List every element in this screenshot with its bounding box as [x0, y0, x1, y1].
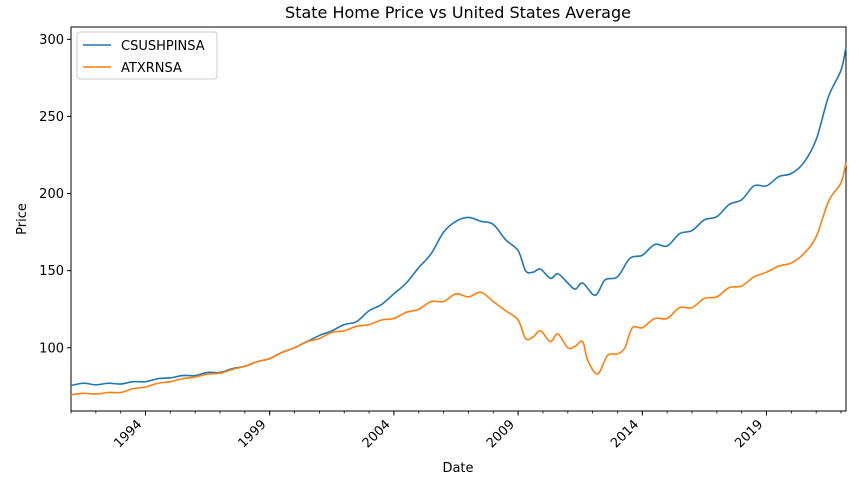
y-tick-label: 150	[39, 264, 64, 279]
legend-label-atxrnsa: ATXRNSA	[121, 61, 182, 76]
y-tick-label: 200	[39, 187, 64, 202]
series-line-csushpinsa	[70, 46, 847, 387]
x-axis-ticks: 1994 1999 2004 2009 2014 2019	[70, 411, 842, 451]
y-tick-label: 300	[39, 33, 64, 48]
legend-box	[76, 31, 218, 80]
x-tick-label: 2009	[484, 417, 518, 451]
y-axis-ticks: 100 150 200 250 300	[39, 33, 71, 356]
legend-label-csushpinsa: CSUSHPINSA	[121, 39, 205, 54]
chart-title: State Home Price vs United States Averag…	[285, 3, 631, 22]
legend: CSUSHPINSA ATXRNSA	[76, 31, 218, 80]
x-axis-label: Date	[442, 461, 473, 476]
x-tick-label: 1999	[236, 417, 270, 451]
x-tick-label: 2014	[608, 417, 642, 451]
y-tick-label: 250	[39, 110, 64, 125]
series-lines	[70, 46, 847, 396]
x-tick-label: 1994	[111, 417, 145, 451]
x-tick-label: 2004	[360, 417, 394, 451]
plot-area	[70, 26, 847, 412]
series-line-atxrnsa	[70, 162, 847, 396]
y-axis-label: Price	[15, 203, 30, 235]
y-tick-label: 100	[39, 341, 64, 356]
x-tick-label: 2019	[732, 417, 766, 451]
